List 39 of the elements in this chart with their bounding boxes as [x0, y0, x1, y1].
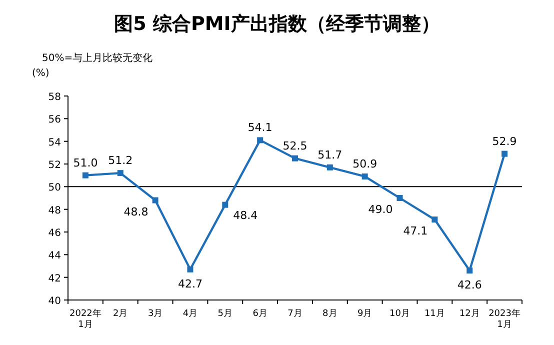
data-label: 52.5 [282, 139, 308, 152]
x-tick-label: 7月 [288, 309, 302, 319]
y-tick-label: 42 [48, 273, 61, 284]
x-tick-label: 2023年 1月 [488, 308, 520, 330]
data-label: 48.8 [124, 205, 148, 218]
y-tick-label: 44 [48, 250, 61, 262]
y-tick-label: 52 [48, 160, 61, 171]
y-tick-label: 48 [48, 205, 61, 216]
x-tick-label: 12月 [459, 309, 480, 319]
data-label: 42.6 [457, 278, 482, 292]
y-tick-label: 58 [48, 92, 61, 103]
data-label: 49.0 [368, 203, 393, 216]
data-label: 48.4 [233, 208, 258, 222]
x-tick-label: 9月 [357, 309, 372, 319]
x-tick-label: 8月 [322, 309, 338, 319]
data-label: 50.9 [352, 157, 378, 170]
y-tick-label: 56 [48, 114, 61, 126]
data-label: 51.0 [73, 156, 98, 170]
x-tick-label: 2月 [113, 309, 128, 319]
data-label: 52.9 [492, 134, 517, 148]
y-tick-label: 40 [48, 296, 61, 307]
data-label: 51.2 [108, 154, 133, 168]
data-label: 47.1 [403, 224, 428, 238]
data-label: 51.7 [318, 148, 342, 162]
y-tick-label: 50 [48, 182, 61, 194]
text: 50%=与上月比较无变化 [42, 52, 153, 64]
chart-title: 图5 综合PMI产出指数（经季节调整） [114, 13, 440, 35]
y-tick-label: 46 [48, 228, 61, 239]
x-tick-label: 6月 [252, 309, 268, 319]
y-axis-title: (%) [32, 68, 50, 79]
x-tick-label: 5月 [218, 309, 233, 319]
x-tick-label: 11月 [424, 309, 445, 319]
x-tick-label: 2022年 1月 [70, 308, 102, 330]
data-label: 54.1 [248, 121, 272, 134]
data-label: 42.7 [178, 277, 202, 290]
y-tick-label: 54 [48, 137, 61, 148]
x-tick-label: 10月 [390, 309, 410, 319]
x-tick-label: 4月 [182, 309, 198, 319]
x-tick-label: 3月 [148, 309, 163, 319]
